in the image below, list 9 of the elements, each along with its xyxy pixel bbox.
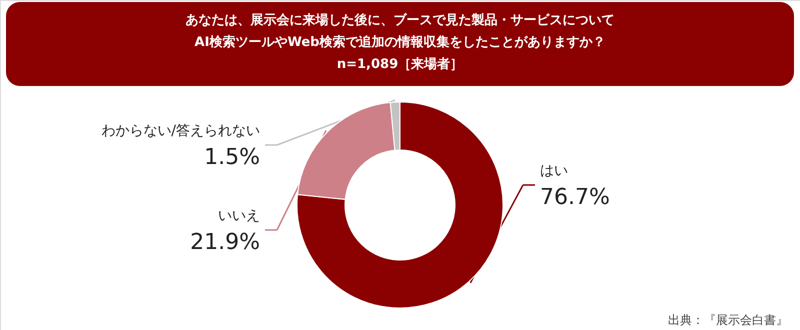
source-note: 出典：『展示会白書』 bbox=[668, 313, 788, 327]
chart-title: あなたは、展示会に来場した後に、ブースで見た製品・サービスについてAI検索ツールやWeb検索で追加の情報収集をしたことがありますか？ bbox=[186, 12, 614, 50]
slice-label: はい bbox=[540, 163, 568, 179]
chart-subtitle: n=1,089［来場者］ bbox=[336, 57, 464, 72]
slice-label: わからない/答えられない bbox=[101, 123, 260, 139]
data-label: 1.5% bbox=[204, 145, 260, 170]
data-label: 76.7% bbox=[540, 185, 610, 210]
data-label: 21.9% bbox=[190, 230, 260, 255]
slice-label: いいえ bbox=[218, 208, 260, 224]
